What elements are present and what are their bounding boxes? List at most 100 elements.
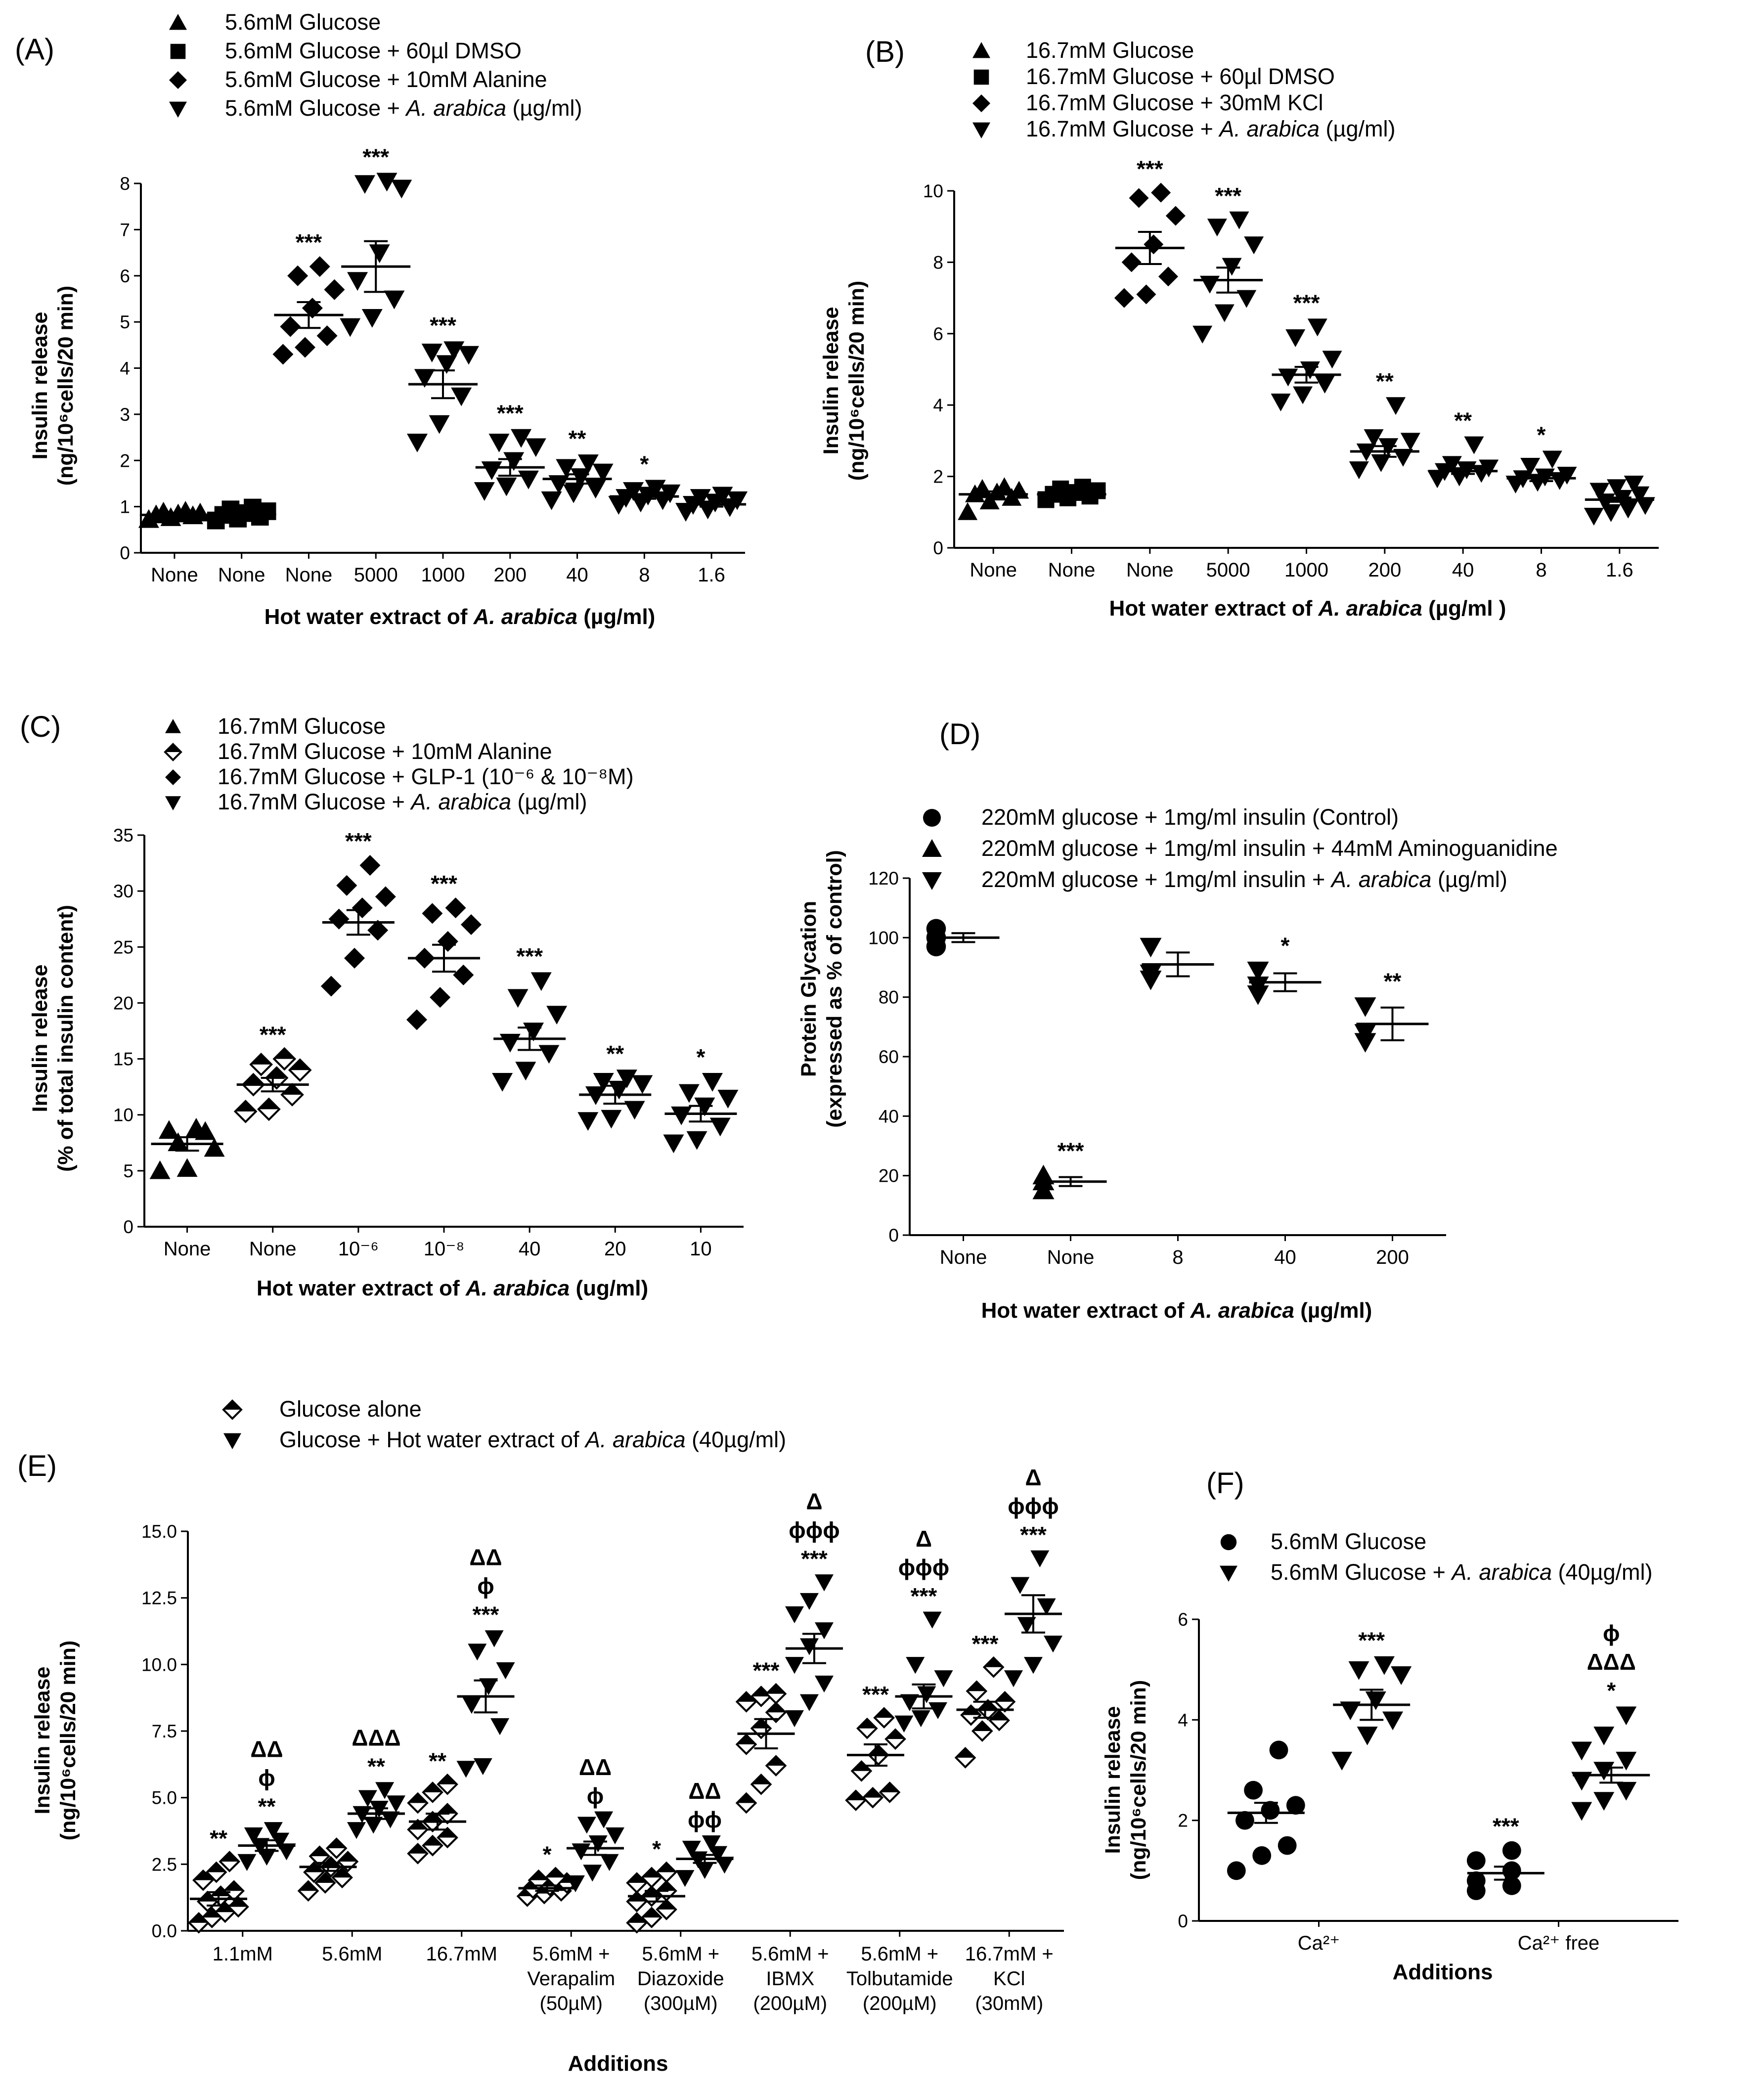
data-point — [490, 1718, 510, 1736]
significance-label: *** — [801, 1546, 828, 1571]
data-point — [421, 344, 442, 362]
x-tick-label: 5.6mM — [322, 1943, 382, 1965]
data-point — [361, 309, 383, 328]
data-point — [1244, 1780, 1263, 1800]
significance-label: *** — [260, 1022, 286, 1048]
panel-label: (E) — [17, 1449, 57, 1482]
data-point — [675, 1870, 695, 1887]
data-point — [588, 1835, 608, 1853]
y-tick-label: 2.5 — [152, 1854, 177, 1874]
data-point-fill — [202, 1908, 221, 1918]
legend-entry: 16.7mM Glucose + 60µl DMSO — [1026, 64, 1335, 89]
data-group: *** — [406, 871, 482, 1030]
data-point-fill — [189, 1913, 209, 1923]
legend-entry-part: A. arabica — [1330, 867, 1432, 892]
data-point — [1017, 1617, 1036, 1634]
significance-label: ϕ — [258, 1765, 275, 1790]
data-point — [1386, 397, 1406, 415]
data-point-fill — [967, 1682, 986, 1691]
y-tick-label: 5.0 — [152, 1788, 177, 1808]
data-point — [1136, 284, 1156, 305]
data-point — [601, 1110, 622, 1129]
legend-entry-part: 16.7mM Glucose + — [218, 789, 411, 814]
data-point-fill — [310, 1847, 329, 1857]
data-group: ** — [188, 1825, 249, 1934]
data-group — [958, 477, 1029, 520]
data-point — [244, 1827, 263, 1845]
legend-marker — [972, 94, 990, 112]
significance-label: *** — [1058, 1138, 1084, 1164]
data-point — [407, 434, 428, 452]
significance-label: ϕ — [1603, 1620, 1620, 1646]
data-group: ** — [1427, 408, 1499, 489]
y-tick-label: 20 — [113, 993, 133, 1013]
data-point — [1616, 1751, 1637, 1771]
data-point-fill — [251, 1054, 272, 1065]
data-point — [577, 1817, 596, 1834]
x-axis-label: Additions — [1393, 1960, 1493, 1984]
data-point — [1269, 1740, 1288, 1760]
x-tick-label: 5000 — [1206, 559, 1250, 581]
data-point-fill — [869, 1745, 888, 1755]
y-axis-label-line2: (% of total insulin content) — [54, 905, 78, 1172]
x-tick-label: 16.7mM — [426, 1943, 498, 1965]
x-tick-label: (300µM) — [644, 1993, 718, 2014]
x-tick-label: 200 — [1376, 1246, 1409, 1268]
x-tick-label: IBMX — [766, 1968, 814, 1990]
y-tick-label: 10 — [113, 1105, 133, 1125]
data-group: ** — [407, 1748, 467, 1865]
legend-entry-part: 16.7mM Glucose + 60µl DMSO — [1026, 64, 1335, 89]
y-axis-label-line1: Protein Glycation — [797, 901, 821, 1077]
legend-entry: 5.6mM Glucose + 60µl DMSO — [225, 38, 522, 63]
data-point-fill — [423, 1836, 442, 1846]
data-point — [1207, 219, 1227, 237]
data-point — [391, 179, 412, 199]
legend-entry: 5.6mM Glucose — [1271, 1529, 1426, 1554]
data-point — [845, 1789, 867, 1811]
data-point — [376, 173, 397, 192]
data-point — [563, 484, 584, 503]
data-point-fill — [243, 1074, 264, 1085]
data-point — [270, 1832, 290, 1850]
data-group: *** — [407, 312, 479, 452]
data-point — [1382, 1711, 1404, 1731]
data-point — [879, 1781, 901, 1803]
y-tick-label: 3 — [120, 404, 130, 425]
data-point-fill — [956, 1748, 975, 1758]
data-point — [1089, 482, 1106, 499]
x-axis-label-part: Hot water extract of — [981, 1298, 1191, 1323]
legend-entry: 16.7mM Glucose + A. arabica (µg/ml) — [218, 789, 587, 814]
data-point-fill — [642, 1908, 662, 1918]
data-point — [570, 468, 591, 487]
legend-entry-part: (µg/ml) — [1320, 116, 1395, 141]
data-point — [1593, 1792, 1615, 1811]
legend-entry-part: 220mM glucose + 1mg/ml insulin (Control) — [981, 804, 1399, 830]
y-tick-label: 25 — [113, 937, 133, 957]
data-point — [437, 931, 458, 952]
data-group: * — [663, 1044, 739, 1154]
data-point-fill — [235, 1101, 256, 1112]
legend-entry: 220mM glucose + 1mg/ml insulin + 44mM Am… — [981, 836, 1558, 861]
significance-label: ΔΔ — [250, 1736, 283, 1762]
data-point — [873, 1707, 895, 1729]
data-point — [556, 459, 577, 478]
y-tick-label: 0 — [1178, 1911, 1188, 1931]
data-point-fill — [438, 1804, 457, 1814]
data-point — [709, 1117, 731, 1137]
data-point-fill — [282, 1084, 303, 1095]
data-point — [862, 1786, 884, 1809]
significance-label: *** — [1493, 1814, 1519, 1839]
data-point — [708, 1846, 728, 1863]
data-point — [430, 987, 451, 1008]
data-point — [750, 1773, 772, 1795]
data-point-fill — [857, 1719, 877, 1729]
data-point — [473, 1758, 492, 1776]
significance-label: *** — [1293, 290, 1320, 315]
significance-label: Δ — [806, 1488, 822, 1514]
x-tick-label: 5000 — [354, 564, 398, 586]
data-point — [660, 484, 681, 503]
data-point — [496, 1662, 515, 1680]
legend-entry-part: 220mM glucose + 1mg/ml insulin + — [981, 867, 1331, 892]
data-point — [814, 1622, 834, 1640]
